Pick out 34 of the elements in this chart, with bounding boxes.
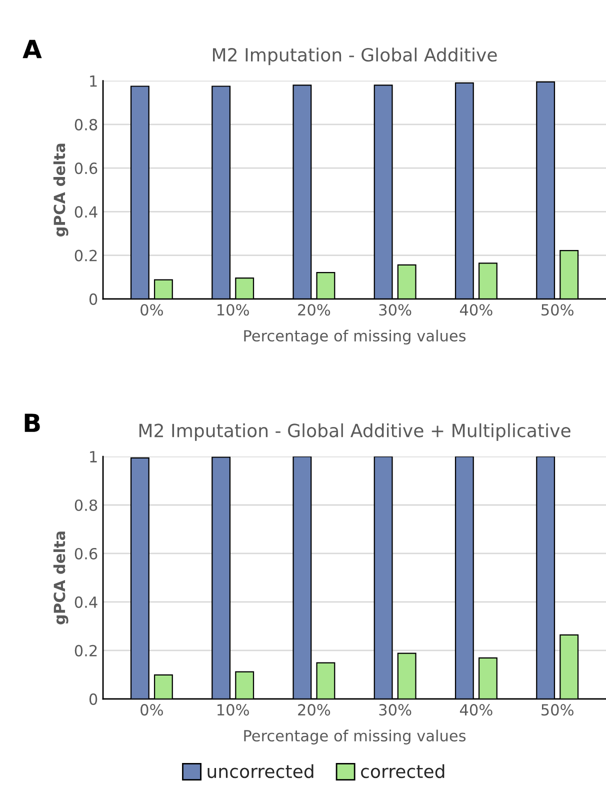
x-tick-label: 10%	[218, 304, 249, 316]
y-axis-title: gPCA delta	[53, 532, 68, 624]
legend-label: corrected	[361, 764, 444, 778]
y-tick-label: 0.2	[74, 250, 97, 262]
y-axis-title: gPCA delta	[53, 144, 68, 237]
y-tick-label: 0.6	[74, 162, 98, 174]
x-axis-title: Percentage of missing values	[244, 730, 466, 744]
y-tick-label: 0.4	[74, 206, 98, 218]
y-tick-label: 0.2	[74, 644, 97, 656]
y-tick-label: 0.4	[74, 596, 98, 608]
y-tick-label: 0	[89, 293, 98, 305]
legend-label: uncorrected	[208, 764, 314, 778]
x-tick-label: 50%	[542, 704, 574, 716]
x-tick-label: 10%	[218, 704, 249, 716]
y-tick-label: 0	[89, 693, 98, 705]
x-axis-title: Percentage of missing values	[244, 330, 466, 345]
x-tick-label: 50%	[542, 304, 574, 316]
y-tick-label: 1	[90, 451, 97, 462]
x-tick-label: 0%	[140, 304, 163, 316]
chart-title: M2 Imputation - Global Additive	[213, 48, 497, 66]
text: B	[24, 414, 40, 432]
chart-title: M2 Imputation - Global Additive + Multiplicative	[139, 423, 570, 441]
x-tick-label: 20%	[298, 704, 330, 716]
x-tick-label: 30%	[379, 304, 412, 316]
x-tick-label: 30%	[379, 704, 412, 716]
y-tick-label: 0.6	[74, 548, 98, 560]
x-tick-label: 40%	[460, 704, 492, 716]
y-tick-label: 0.8	[74, 499, 98, 512]
x-tick-label: 40%	[460, 304, 492, 316]
x-tick-label: 20%	[298, 304, 330, 316]
y-tick-label: 1	[90, 75, 97, 87]
x-tick-label: 0%	[140, 704, 163, 716]
y-tick-label: 0.8	[74, 118, 98, 130]
text: A	[22, 40, 42, 58]
